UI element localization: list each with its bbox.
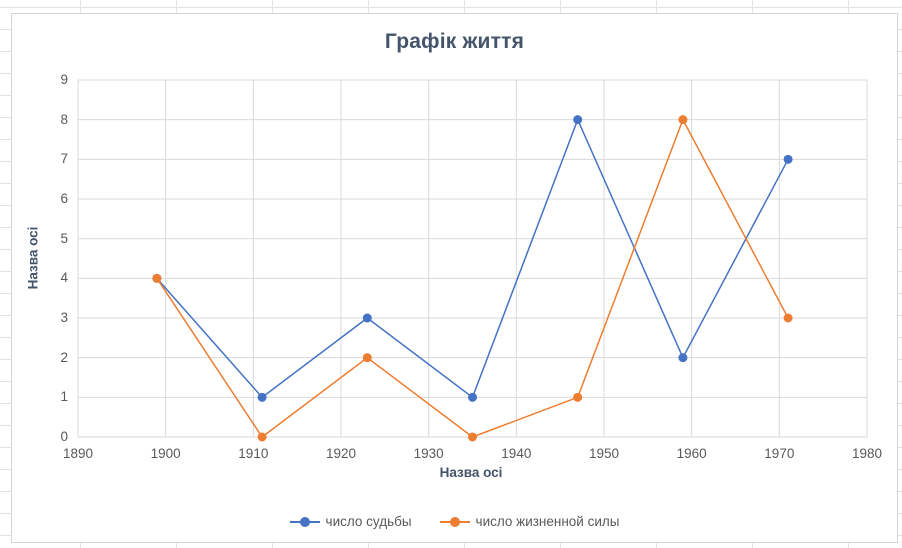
y-tick-label: 4 [60, 270, 68, 286]
data-point-marker [362, 313, 372, 323]
x-tick-label: 1900 [150, 446, 181, 461]
plot-area [77, 79, 868, 442]
chart-object[interactable]: Графік життя 1890 1900 1910 1920 1930 1940 195… [11, 13, 898, 543]
y-tick-label: 9 [60, 72, 68, 87]
x-axis-title: Назва осі [439, 465, 503, 480]
series-line-2 [152, 115, 793, 442]
x-tick-label: 1930 [413, 446, 444, 461]
data-point-marker [468, 432, 477, 442]
x-tick-label: 1910 [238, 446, 269, 461]
y-tick-label: 5 [60, 230, 68, 246]
legend-item-1[interactable]: число судьбы [289, 514, 412, 529]
series-line-1 [152, 115, 793, 402]
plot-border [77, 79, 868, 438]
data-point-marker [783, 313, 793, 323]
x-tick-label: 1970 [764, 446, 795, 461]
x-tick-label: 1960 [676, 446, 707, 461]
data-point-marker [152, 273, 162, 283]
legend-line-marker-icon [289, 516, 320, 527]
legend-line-marker-icon [439, 516, 470, 527]
x-tick-label: 1940 [501, 446, 532, 461]
data-point-marker [573, 115, 583, 125]
y-tick-label: 6 [60, 191, 68, 206]
y-tick-label: 7 [60, 151, 68, 167]
x-tick-label: 1890 [62, 446, 94, 461]
data-point-marker [257, 432, 267, 442]
x-tick-label: 1920 [325, 446, 357, 461]
legend-item-2[interactable]: число жизненной силы [439, 514, 620, 529]
y-tick-label: 2 [60, 349, 68, 365]
legend-label: число жизненной силы [475, 514, 620, 529]
y-tick-label: 0 [60, 429, 68, 444]
data-point-marker [678, 115, 688, 125]
data-point-marker [468, 392, 477, 402]
data-point-marker [783, 154, 793, 164]
legend-label: число судьбы [325, 514, 412, 529]
gridlines [77, 79, 868, 438]
chart-title: Графік життя [384, 30, 525, 53]
data-point-marker [257, 392, 267, 402]
x-tick-label: 1980 [851, 446, 883, 461]
x-tick-label: 1950 [588, 446, 620, 461]
y-tick-label: 8 [60, 111, 68, 127]
y-tick-label: 3 [60, 310, 68, 325]
chart-legend: число судьбы число жизненной силы [12, 514, 897, 529]
y-axis-title: Назва осі [25, 226, 41, 290]
y-tick-label: 1 [60, 389, 68, 405]
data-point-marker [362, 353, 372, 363]
data-point-marker [573, 392, 583, 402]
data-point-marker [678, 353, 688, 363]
